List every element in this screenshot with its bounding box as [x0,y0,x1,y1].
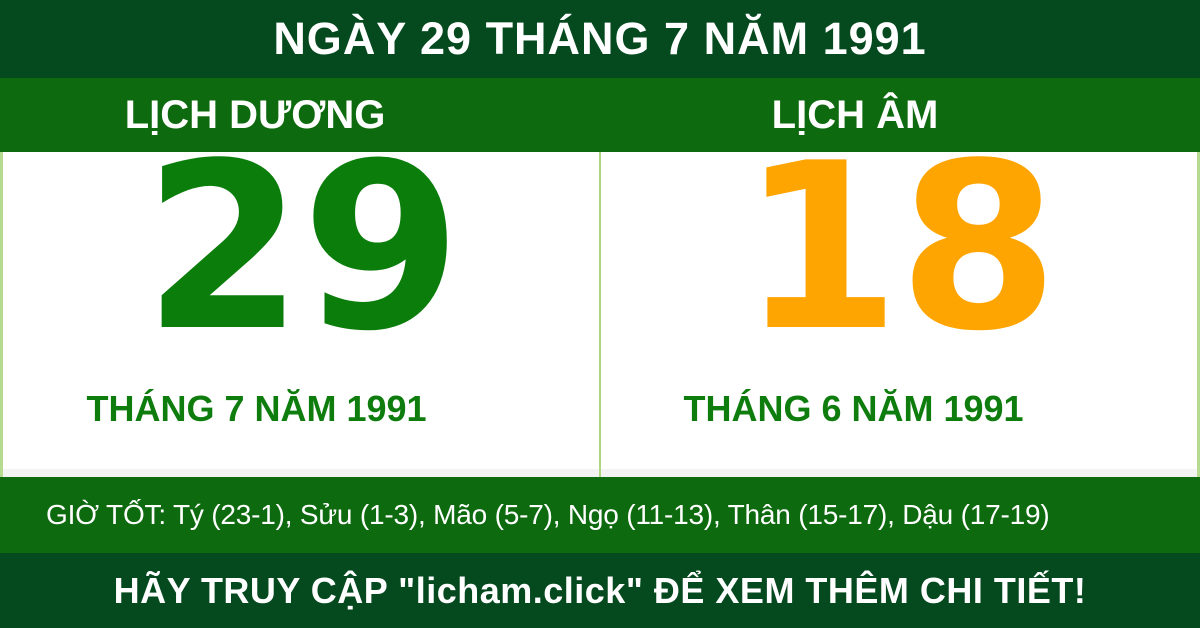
vertical-divider [599,152,601,477]
lunar-calendar-label: LỊCH ÂM [771,92,939,137]
good-hours-bar: GIỜ TỐT: Tý (23-1), Sửu (1-3), Mão (5-7)… [0,477,1200,553]
footer-banner: HÃY TRUY CẬP "licham.click" ĐỂ XEM THÊM … [0,553,1200,628]
lunar-panel: 18 THÁNG 6 NĂM 1991 [600,152,1197,477]
lunar-calendar-header: LỊCH ÂM [600,78,1200,152]
solar-calendar-header: LỊCH DƯƠNG [0,78,600,152]
good-hours-text: GIỜ TỐT: Tý (23-1), Sửu (1-3), Mão (5-7)… [46,499,1050,530]
lunar-day-number: 18 [740,152,1058,382]
footer-text: HÃY TRUY CẬP "licham.click" ĐỂ XEM THÊM … [113,569,1087,611]
date-banner: NGÀY 29 THÁNG 7 NĂM 1991 [0,0,1200,78]
solar-month-year: THÁNG 7 NĂM 1991 [86,388,427,429]
solar-day-number: 29 [143,152,461,382]
banner-title: NGÀY 29 THÁNG 7 NĂM 1991 [273,13,927,64]
solar-panel: 29 THÁNG 7 NĂM 1991 [3,152,600,477]
solar-calendar-label: LỊCH DƯƠNG [124,92,386,137]
calendar-panels: 29 THÁNG 7 NĂM 1991 18 THÁNG 6 NĂM 1991 [0,152,1200,477]
calendar-type-band: LỊCH DƯƠNG LỊCH ÂM [0,78,1200,152]
lunar-month-year: THÁNG 6 NĂM 1991 [683,388,1024,429]
